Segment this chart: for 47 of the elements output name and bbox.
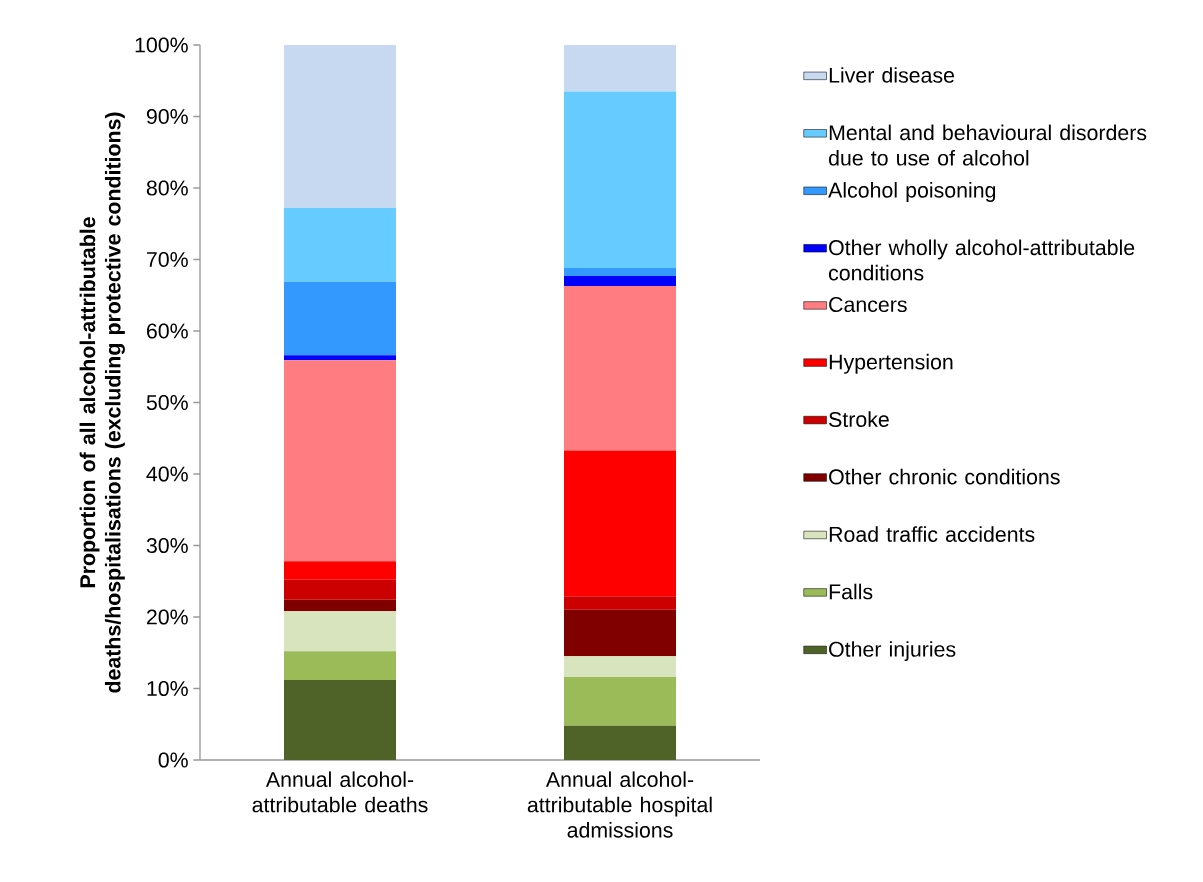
bar	[284, 208, 396, 282]
legend-label: Falls	[829, 583, 873, 600]
legend-label: Hypertension	[829, 353, 953, 374]
legend-label: Other chronic conditions	[829, 468, 1060, 485]
bar	[564, 725, 676, 760]
y-tick-label: 20%	[146, 609, 188, 625]
bar	[564, 450, 676, 597]
y-tick-label: 40%	[146, 466, 188, 482]
legend-label: Other injuries	[829, 641, 956, 662]
y-axis-title: Proportion of all alcohol-attributable deaths/hospitalisations (excluding protective conditions)	[79, 112, 125, 693]
bar	[564, 275, 676, 286]
bar	[564, 44, 676, 92]
legend-label: Other wholly alcohol-attributable conditions	[829, 239, 1135, 281]
legend-label: Cancers	[829, 296, 907, 313]
bar	[564, 91, 676, 269]
bar	[564, 268, 676, 276]
y-tick-label: 70%	[147, 251, 188, 268]
bar	[564, 609, 676, 657]
y-tick-label: 100%	[135, 37, 188, 53]
y-tick-label: 60%	[147, 323, 188, 339]
y-tick-label: 50%	[146, 394, 188, 411]
bar	[284, 651, 396, 680]
legend-label: Alcohol poisoning	[828, 182, 996, 202]
bar	[284, 44, 396, 209]
legend-label: Liver disease	[829, 67, 954, 83]
bar	[564, 596, 676, 610]
x-tick-label: Annual alcohol-attributable hospital admissions	[527, 771, 712, 838]
y-tick-label: 30%	[146, 537, 188, 554]
bar	[564, 677, 676, 726]
bar	[564, 656, 676, 678]
legend-label: Mental and behavioural disorders due to use of alcohol	[829, 124, 1147, 166]
y-tick-label: 0%	[158, 752, 188, 768]
bar	[564, 285, 676, 451]
y-tick-label: 80%	[146, 180, 188, 196]
bar	[284, 360, 396, 562]
bar	[284, 611, 396, 652]
x-tick-label: Annual alcohol-attributable deaths	[252, 771, 428, 813]
bar	[284, 281, 396, 356]
legend-label: Stroke	[829, 411, 889, 427]
y-tick-label: 10%	[147, 680, 188, 697]
legend-label: Road traffic accidents	[829, 526, 1035, 542]
bar	[284, 561, 396, 580]
bar	[284, 679, 396, 760]
bar	[284, 579, 396, 600]
y-tick-label: 90%	[146, 108, 188, 125]
bar	[284, 355, 396, 361]
bar	[284, 599, 396, 612]
